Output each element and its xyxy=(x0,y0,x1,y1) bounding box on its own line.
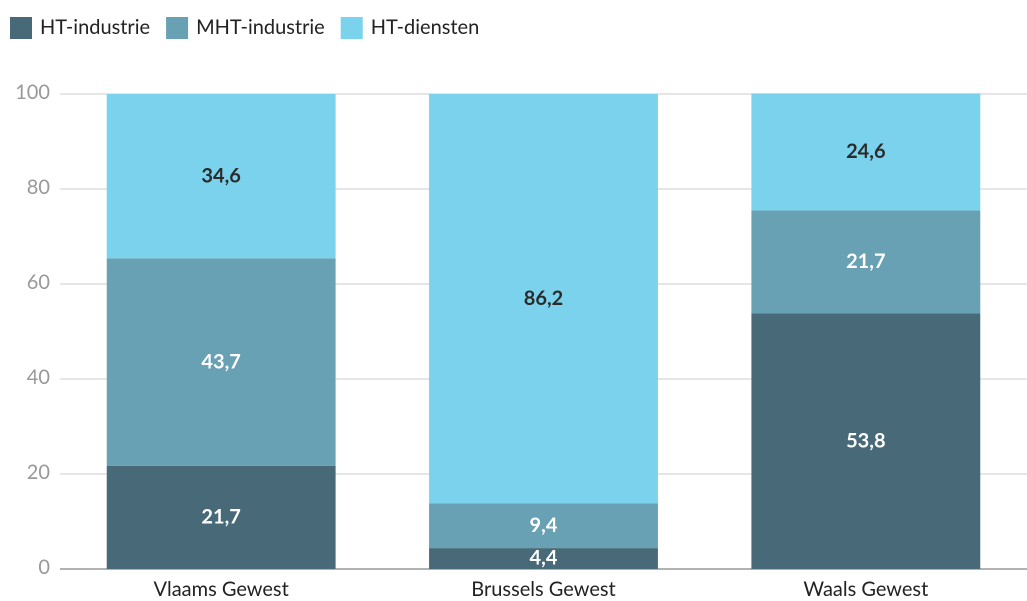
bar-segment xyxy=(106,465,336,569)
bar-segment xyxy=(429,94,658,504)
legend-label: MHT-industrie xyxy=(196,15,325,39)
x-tick-label: Brussels Gewest xyxy=(471,577,615,601)
x-tick-label: Waals Gewest xyxy=(803,577,928,601)
y-tick-label: 0 xyxy=(38,555,50,579)
data-label: 86,2 xyxy=(524,286,563,310)
legend-swatch xyxy=(10,17,32,39)
legend-swatch xyxy=(340,17,363,39)
data-label: 4,4 xyxy=(530,546,558,570)
legend-label: HT-industrie xyxy=(40,15,150,39)
data-label: 21,7 xyxy=(846,249,885,273)
bar-segment xyxy=(429,503,658,549)
bar-segment xyxy=(106,258,336,466)
data-label: 53,8 xyxy=(846,428,885,452)
data-label: 43,7 xyxy=(201,349,240,373)
data-label: 9,4 xyxy=(530,513,558,537)
legend-swatch xyxy=(166,17,189,39)
bar-segment xyxy=(751,313,981,569)
x-tick-label: Vlaams Gewest xyxy=(154,577,289,601)
y-tick-label: 40 xyxy=(27,365,50,389)
y-tick-label: 60 xyxy=(27,270,50,294)
bar-segment xyxy=(751,93,981,211)
y-tick-label: 80 xyxy=(27,175,50,199)
bar-segment xyxy=(429,548,658,569)
bar-segment xyxy=(751,210,981,314)
y-tick-label: 100 xyxy=(15,80,50,104)
bar-segment xyxy=(106,94,336,259)
legend-label: HT-diensten xyxy=(371,15,480,39)
y-tick-label: 20 xyxy=(27,460,50,484)
data-label: 21,7 xyxy=(201,505,240,529)
data-label: 24,6 xyxy=(846,139,885,163)
data-label: 34,6 xyxy=(201,163,240,187)
